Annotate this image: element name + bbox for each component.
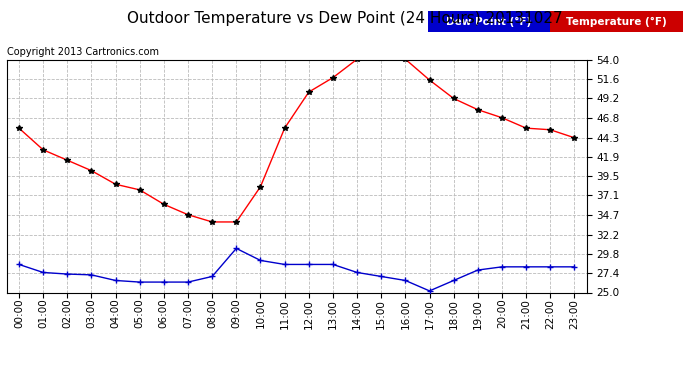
Text: Outdoor Temperature vs Dew Point (24 Hours) 20131027: Outdoor Temperature vs Dew Point (24 Hou… [127,11,563,26]
Text: Copyright 2013 Cartronics.com: Copyright 2013 Cartronics.com [7,47,159,57]
Text: Temperature (°F): Temperature (°F) [566,16,667,27]
Text: Dew Point (°F): Dew Point (°F) [446,16,532,27]
